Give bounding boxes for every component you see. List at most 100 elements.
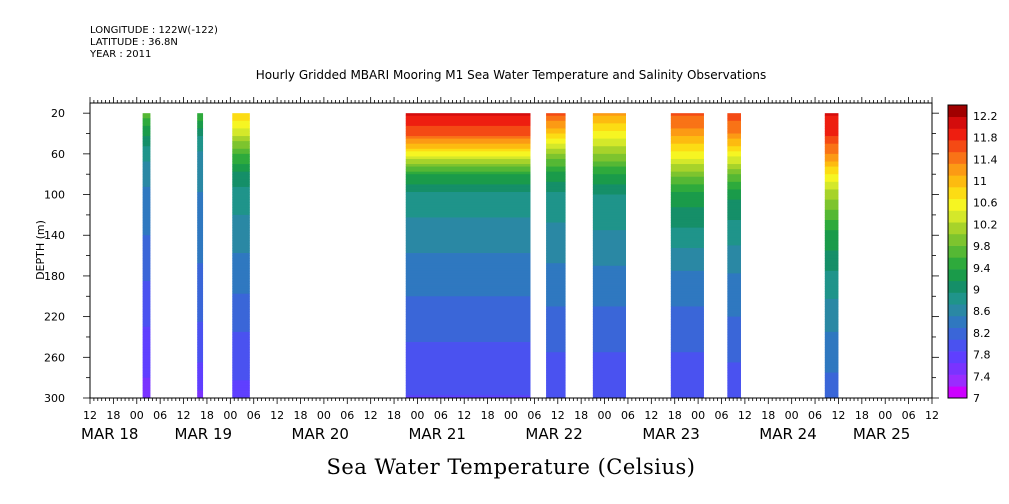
data-cell [670,171,704,175]
data-cell [592,308,626,312]
data-cell [592,273,626,277]
data-cell [824,240,839,244]
data-cell [546,286,566,290]
data-cell [670,186,704,190]
data-cell [592,148,626,152]
data-cell [670,303,704,307]
data-cell [197,169,204,173]
data-cell [670,194,704,198]
data-cell [727,306,741,310]
data-cell [824,357,839,361]
data-cell [405,288,531,292]
data-cell [232,209,250,213]
data-cell [727,352,741,356]
y-axis-label: DEPTH (m) [34,220,47,280]
data-cell [824,263,839,267]
data-cell [197,303,204,307]
data-cell [592,184,626,188]
data-cell [727,164,741,167]
data-cell [670,314,704,318]
data-cell [405,222,531,226]
data-cell [232,298,250,302]
data-cell [592,118,626,122]
colorbar-swatch [948,210,967,223]
data-cell [546,385,566,389]
colorbar-label: 7.4 [973,370,991,383]
data-cell [405,143,531,147]
data-cell [592,133,626,137]
data-cell [197,161,204,165]
data-cell [197,268,204,272]
data-cell [824,141,839,145]
y-tick-label: 260 [44,351,65,364]
data-cell [142,329,151,333]
x-hour-label: 00 [785,409,799,422]
year-label: YEAR : 2011 [90,49,152,60]
data-cell [670,255,704,259]
data-cell [232,395,250,399]
data-cell [232,288,250,292]
data-cell [546,130,566,134]
data-cell [670,125,704,129]
data-cell [727,395,741,399]
data-cell [142,316,151,320]
data-cell [727,278,741,282]
data-cell [197,311,204,315]
y-tick-label: 140 [44,229,65,242]
data-cell [727,311,741,315]
data-cell [405,113,531,117]
data-cell [546,115,566,119]
data-cell [824,242,839,246]
data-cell [592,380,626,384]
data-cell [546,202,566,206]
data-cell [824,311,839,315]
data-cell [197,197,204,201]
data-cell [405,166,531,170]
data-cell [546,326,566,330]
data-cell [824,192,839,195]
data-cell [405,359,531,363]
data-cell [727,359,741,363]
data-cell [592,385,626,389]
data-cell [197,204,204,208]
data-cell [232,214,250,218]
data-cell [592,250,626,254]
data-cell [405,253,531,256]
data-cell [232,349,250,353]
data-cell [546,255,566,259]
data-cell [142,115,151,119]
data-cell [232,357,250,361]
data-cell [232,382,250,386]
data-cell [670,133,704,137]
data-cell [546,151,566,155]
data-cell [546,166,566,170]
data-cell [232,293,250,297]
data-cell [232,364,250,368]
data-cell [232,166,250,170]
data-cell [197,181,204,185]
data-cell [232,128,250,132]
data-cell [232,197,250,201]
data-cell [232,339,250,343]
data-cell [546,164,566,167]
data-cell [142,209,151,213]
data-cell [546,281,566,284]
data-cell [824,349,839,353]
data-cell [546,319,566,323]
data-cell [670,377,704,381]
data-cell [232,352,250,356]
x-hour-label: 18 [574,409,588,422]
data-cell [546,347,566,351]
data-cell [405,214,531,218]
data-cell [142,303,151,307]
data-cell [727,263,741,267]
data-cell [405,342,531,345]
data-cell [824,298,839,302]
colorbar-swatch [948,175,967,188]
data-cell [727,301,741,305]
data-cell [670,349,704,353]
data-cell [824,171,839,175]
data-cell [670,128,704,132]
data-cell [405,219,531,223]
